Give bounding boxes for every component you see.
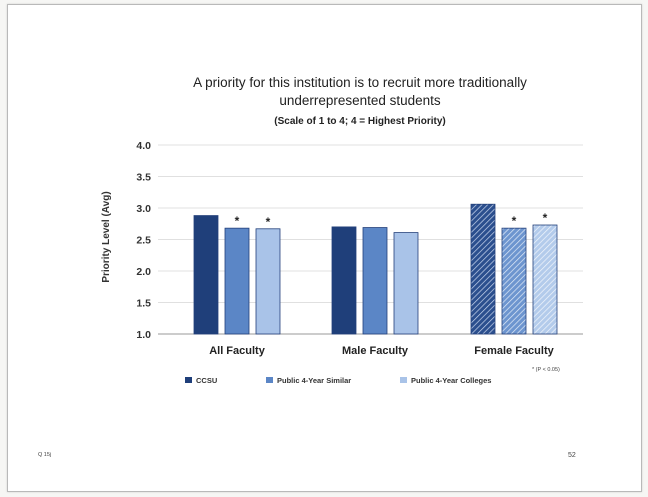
significance-star: * bbox=[512, 214, 517, 228]
significance-star: * bbox=[266, 215, 271, 229]
y-tick-label: 4.0 bbox=[136, 140, 151, 152]
chart-title-line2: underrepresented students bbox=[279, 93, 441, 108]
bar-colleges-1 bbox=[255, 228, 281, 335]
chart-title-line1: A priority for this institution is to re… bbox=[193, 75, 527, 90]
chart-subtitle: (Scale of 1 to 4; 4 = Highest Priority) bbox=[274, 116, 445, 127]
bars bbox=[193, 203, 558, 335]
bar-ccsu-1 bbox=[193, 215, 219, 335]
y-axis-label: Priority Level (Avg) bbox=[101, 191, 112, 282]
question-ref: Q 15j bbox=[38, 452, 51, 458]
bar-ccsu-2 bbox=[331, 226, 357, 335]
bar-colleges-2 bbox=[393, 232, 419, 335]
bar-colleges-3 bbox=[532, 224, 558, 335]
significance-star: * bbox=[235, 214, 240, 228]
legend-swatch-ccsu bbox=[185, 377, 192, 383]
page-number: 52 bbox=[568, 452, 576, 459]
category-label: Male Faculty bbox=[342, 345, 409, 357]
legend-label-similar: Public 4-Year Similar bbox=[277, 376, 351, 385]
significance-star: * bbox=[543, 211, 548, 225]
legend-label-colleges: Public 4-Year Colleges bbox=[411, 376, 491, 385]
y-tick-label: 3.0 bbox=[136, 203, 151, 215]
significance-note: * (P < 0.05) bbox=[532, 367, 560, 373]
bar-ccsu-3 bbox=[470, 203, 496, 335]
legend-swatch-similar bbox=[266, 377, 273, 383]
bar-chart: A priority for this institution is to re… bbox=[38, 75, 583, 459]
bar-similar-2 bbox=[362, 227, 388, 335]
significance-markers: * * * * bbox=[235, 211, 548, 229]
category-labels: All Faculty Male Faculty Female Faculty bbox=[209, 345, 554, 357]
legend-label-ccsu: CCSU bbox=[196, 376, 217, 385]
y-tick-label: 1.0 bbox=[136, 329, 151, 341]
slide: A priority for this institution is to re… bbox=[7, 4, 642, 492]
bar-similar-1 bbox=[224, 227, 250, 335]
legend: CCSU Public 4-Year Similar Public 4-Year… bbox=[185, 376, 491, 385]
category-label: Female Faculty bbox=[474, 345, 554, 357]
y-tick-label: 3.5 bbox=[136, 172, 151, 184]
category-label: All Faculty bbox=[209, 345, 266, 357]
bar-similar-3 bbox=[501, 227, 527, 335]
legend-swatch-colleges bbox=[400, 377, 407, 383]
y-tick-label: 2.0 bbox=[136, 266, 151, 278]
y-tick-labels: 1.0 1.5 2.0 2.5 3.0 3.5 4.0 bbox=[136, 140, 151, 341]
y-tick-label: 1.5 bbox=[136, 298, 151, 310]
y-tick-label: 2.5 bbox=[136, 235, 151, 247]
